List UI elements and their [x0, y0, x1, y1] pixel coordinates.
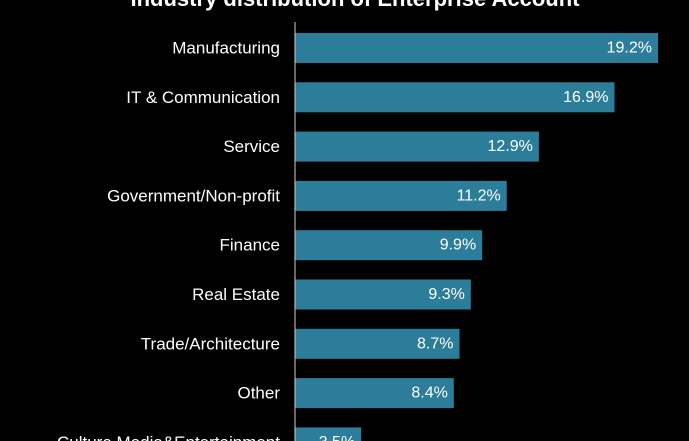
category-label: IT & Communication	[126, 88, 280, 107]
category-label: Real Estate	[192, 285, 280, 304]
data-label: 11.2%	[457, 187, 501, 204]
bar	[295, 131, 539, 162]
data-label: 16.9%	[563, 89, 608, 106]
category-label: Manufacturing	[172, 39, 280, 58]
bar	[295, 180, 507, 211]
data-label: 9.9%	[440, 237, 476, 254]
bars-layer: Manufacturing 19.2% IT & Communication 16.9…	[57, 33, 658, 441]
category-label: Culture Media&Entertainment	[57, 433, 280, 441]
category-label: Other	[237, 384, 280, 403]
category-label: Trade/Architecture	[141, 334, 280, 353]
bar	[295, 82, 615, 113]
bar	[295, 279, 471, 310]
data-label: 19.2%	[607, 40, 652, 57]
category-label: Finance	[220, 236, 280, 255]
bar	[295, 328, 460, 359]
data-label: 3.5%	[319, 434, 355, 441]
bar	[295, 33, 658, 63]
chart-title: Industry distribution of Enterprise Acco…	[131, 0, 581, 11]
category-label: Service	[223, 137, 280, 156]
category-label: Government/Non-profit	[107, 186, 280, 205]
bar	[295, 378, 454, 409]
data-label: 9.3%	[428, 286, 464, 303]
bar	[295, 230, 483, 261]
data-label: 12.9%	[488, 138, 533, 155]
bar	[295, 427, 362, 441]
data-label: 8.4%	[411, 385, 447, 402]
data-label: 8.7%	[417, 335, 453, 352]
